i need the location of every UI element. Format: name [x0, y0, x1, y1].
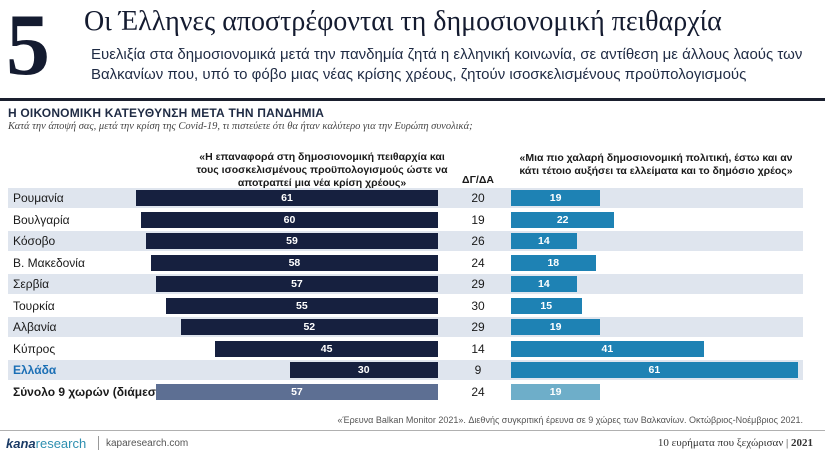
page-title: Οι Έλληνες αποστρέφονται τη δημοσιονομικ…	[84, 6, 722, 37]
bar-fiscal-discipline	[136, 190, 438, 206]
footer-separator	[98, 436, 99, 450]
bar-loose-policy	[511, 276, 577, 292]
bar-loose-policy	[511, 211, 615, 228]
logo-research-text: research	[35, 436, 87, 451]
dont-know-value: 24	[471, 384, 485, 399]
dont-know-value: 26	[471, 234, 485, 248]
bar-loose-policy	[511, 190, 601, 206]
bar-loose-policy-value: 19	[549, 321, 562, 333]
bar-loose-policy-value: 19	[549, 192, 562, 204]
footer-year: 2021	[791, 437, 813, 449]
bar-fiscal-discipline	[155, 276, 438, 292]
bar-loose-policy-value: 61	[648, 364, 661, 376]
bar-fiscal-discipline	[289, 362, 438, 378]
footer-series-label: 10 ευρήματα που ξεχώρισαν | 2021	[657, 437, 813, 449]
bar-loose-policy-value: 22	[556, 213, 569, 226]
site-url[interactable]: kaparesearch.com	[106, 438, 189, 449]
left-column-header: «Η επαναφορά στη δημοσιονομική πειθαρχία…	[196, 151, 448, 189]
dont-know-value: 24	[471, 255, 485, 270]
country-label: Σύνολο 9 χωρών (διάμεσος)	[13, 384, 174, 399]
bar-fiscal-discipline-value: 30	[357, 364, 370, 376]
bar-fiscal-discipline	[215, 340, 438, 357]
country-label: Αλβανία	[13, 320, 57, 334]
bar-loose-policy-value: 41	[601, 342, 614, 355]
bar-loose-policy-value: 19	[549, 385, 562, 398]
bar-fiscal-discipline	[150, 254, 438, 271]
bar-loose-policy	[511, 362, 798, 378]
bar-fiscal-discipline-value: 45	[320, 342, 333, 355]
country-label: Κύπρος	[13, 341, 56, 356]
dont-know-value: 29	[471, 320, 485, 334]
bar-loose-policy-value: 14	[538, 278, 550, 290]
bar-loose-policy	[511, 254, 596, 271]
right-column-header: «Μια πιο χαλαρή δημοσιονομική πολιτική, …	[519, 152, 793, 177]
dont-know-value: 19	[471, 212, 485, 227]
kapa-research-logo: kanaresearch	[6, 436, 86, 451]
bar-fiscal-discipline-value: 60	[283, 213, 296, 226]
dont-know-value: 30	[471, 298, 485, 313]
section-title: Η ΟΙΚΟΝΟΜΙΚΗ ΚΑΤΕΥΘΥΝΣΗ ΜΕΤΑ ΤΗΝ ΠΑΝΔΗΜΙ…	[8, 106, 325, 120]
survey-question: Κατά την άποψή σας, μετά την κρίση της C…	[8, 121, 473, 132]
bar-loose-policy-value: 18	[547, 256, 560, 269]
bar-fiscal-discipline	[145, 233, 438, 249]
country-label: Ελλάδα	[13, 363, 57, 377]
bar-fiscal-discipline	[155, 383, 438, 400]
country-label: Σερβία	[13, 277, 50, 291]
country-label: Ρουμανία	[13, 191, 64, 205]
bar-fiscal-discipline-value: 58	[288, 256, 301, 269]
dont-know-value: 20	[471, 191, 485, 205]
bar-fiscal-discipline	[165, 297, 438, 314]
mid-column-header: ΔΓ/ΔΑ	[462, 174, 494, 186]
bar-loose-policy-value: 14	[538, 235, 550, 247]
logo-kana-text: kana	[6, 436, 36, 451]
dont-know-value: 29	[471, 277, 485, 291]
finding-number: 5	[6, 0, 50, 94]
bar-loose-policy	[511, 319, 601, 335]
bar-loose-policy-value: 15	[540, 299, 553, 312]
dont-know-value: 9	[474, 363, 482, 377]
bar-loose-policy	[511, 297, 582, 314]
dont-know-value: 14	[471, 341, 485, 356]
bar-fiscal-discipline-value: 57	[291, 385, 303, 398]
bar-fiscal-discipline-value: 57	[291, 278, 303, 290]
bar-loose-policy	[511, 383, 601, 400]
bar-fiscal-discipline-value: 59	[286, 235, 298, 247]
bar-loose-policy	[511, 233, 577, 249]
bar-fiscal-discipline-value: 55	[296, 299, 308, 312]
page-subtitle: Ευελιξία στα δημοσιονομικά μετά την πανδ…	[91, 46, 803, 83]
bar-fiscal-discipline-value: 61	[281, 192, 293, 204]
bar-loose-policy	[511, 340, 704, 357]
bar-fiscal-discipline	[141, 211, 438, 228]
source-note: «Έρευνα Balkan Monitor 2021». Διεθνής συ…	[337, 415, 803, 425]
country-label: Βουλγαρία	[13, 212, 70, 227]
country-label: Β. Μακεδονία	[13, 255, 85, 270]
country-label: Τουρκία	[13, 298, 55, 313]
footer-rule	[0, 430, 825, 431]
country-label: Κόσοβο	[13, 234, 56, 248]
bar-fiscal-discipline	[180, 319, 438, 335]
header-rule	[0, 98, 825, 101]
bar-fiscal-discipline-value: 52	[303, 321, 316, 333]
footer-series-text: 10 ευρήματα που ξεχώρισαν	[657, 437, 784, 449]
